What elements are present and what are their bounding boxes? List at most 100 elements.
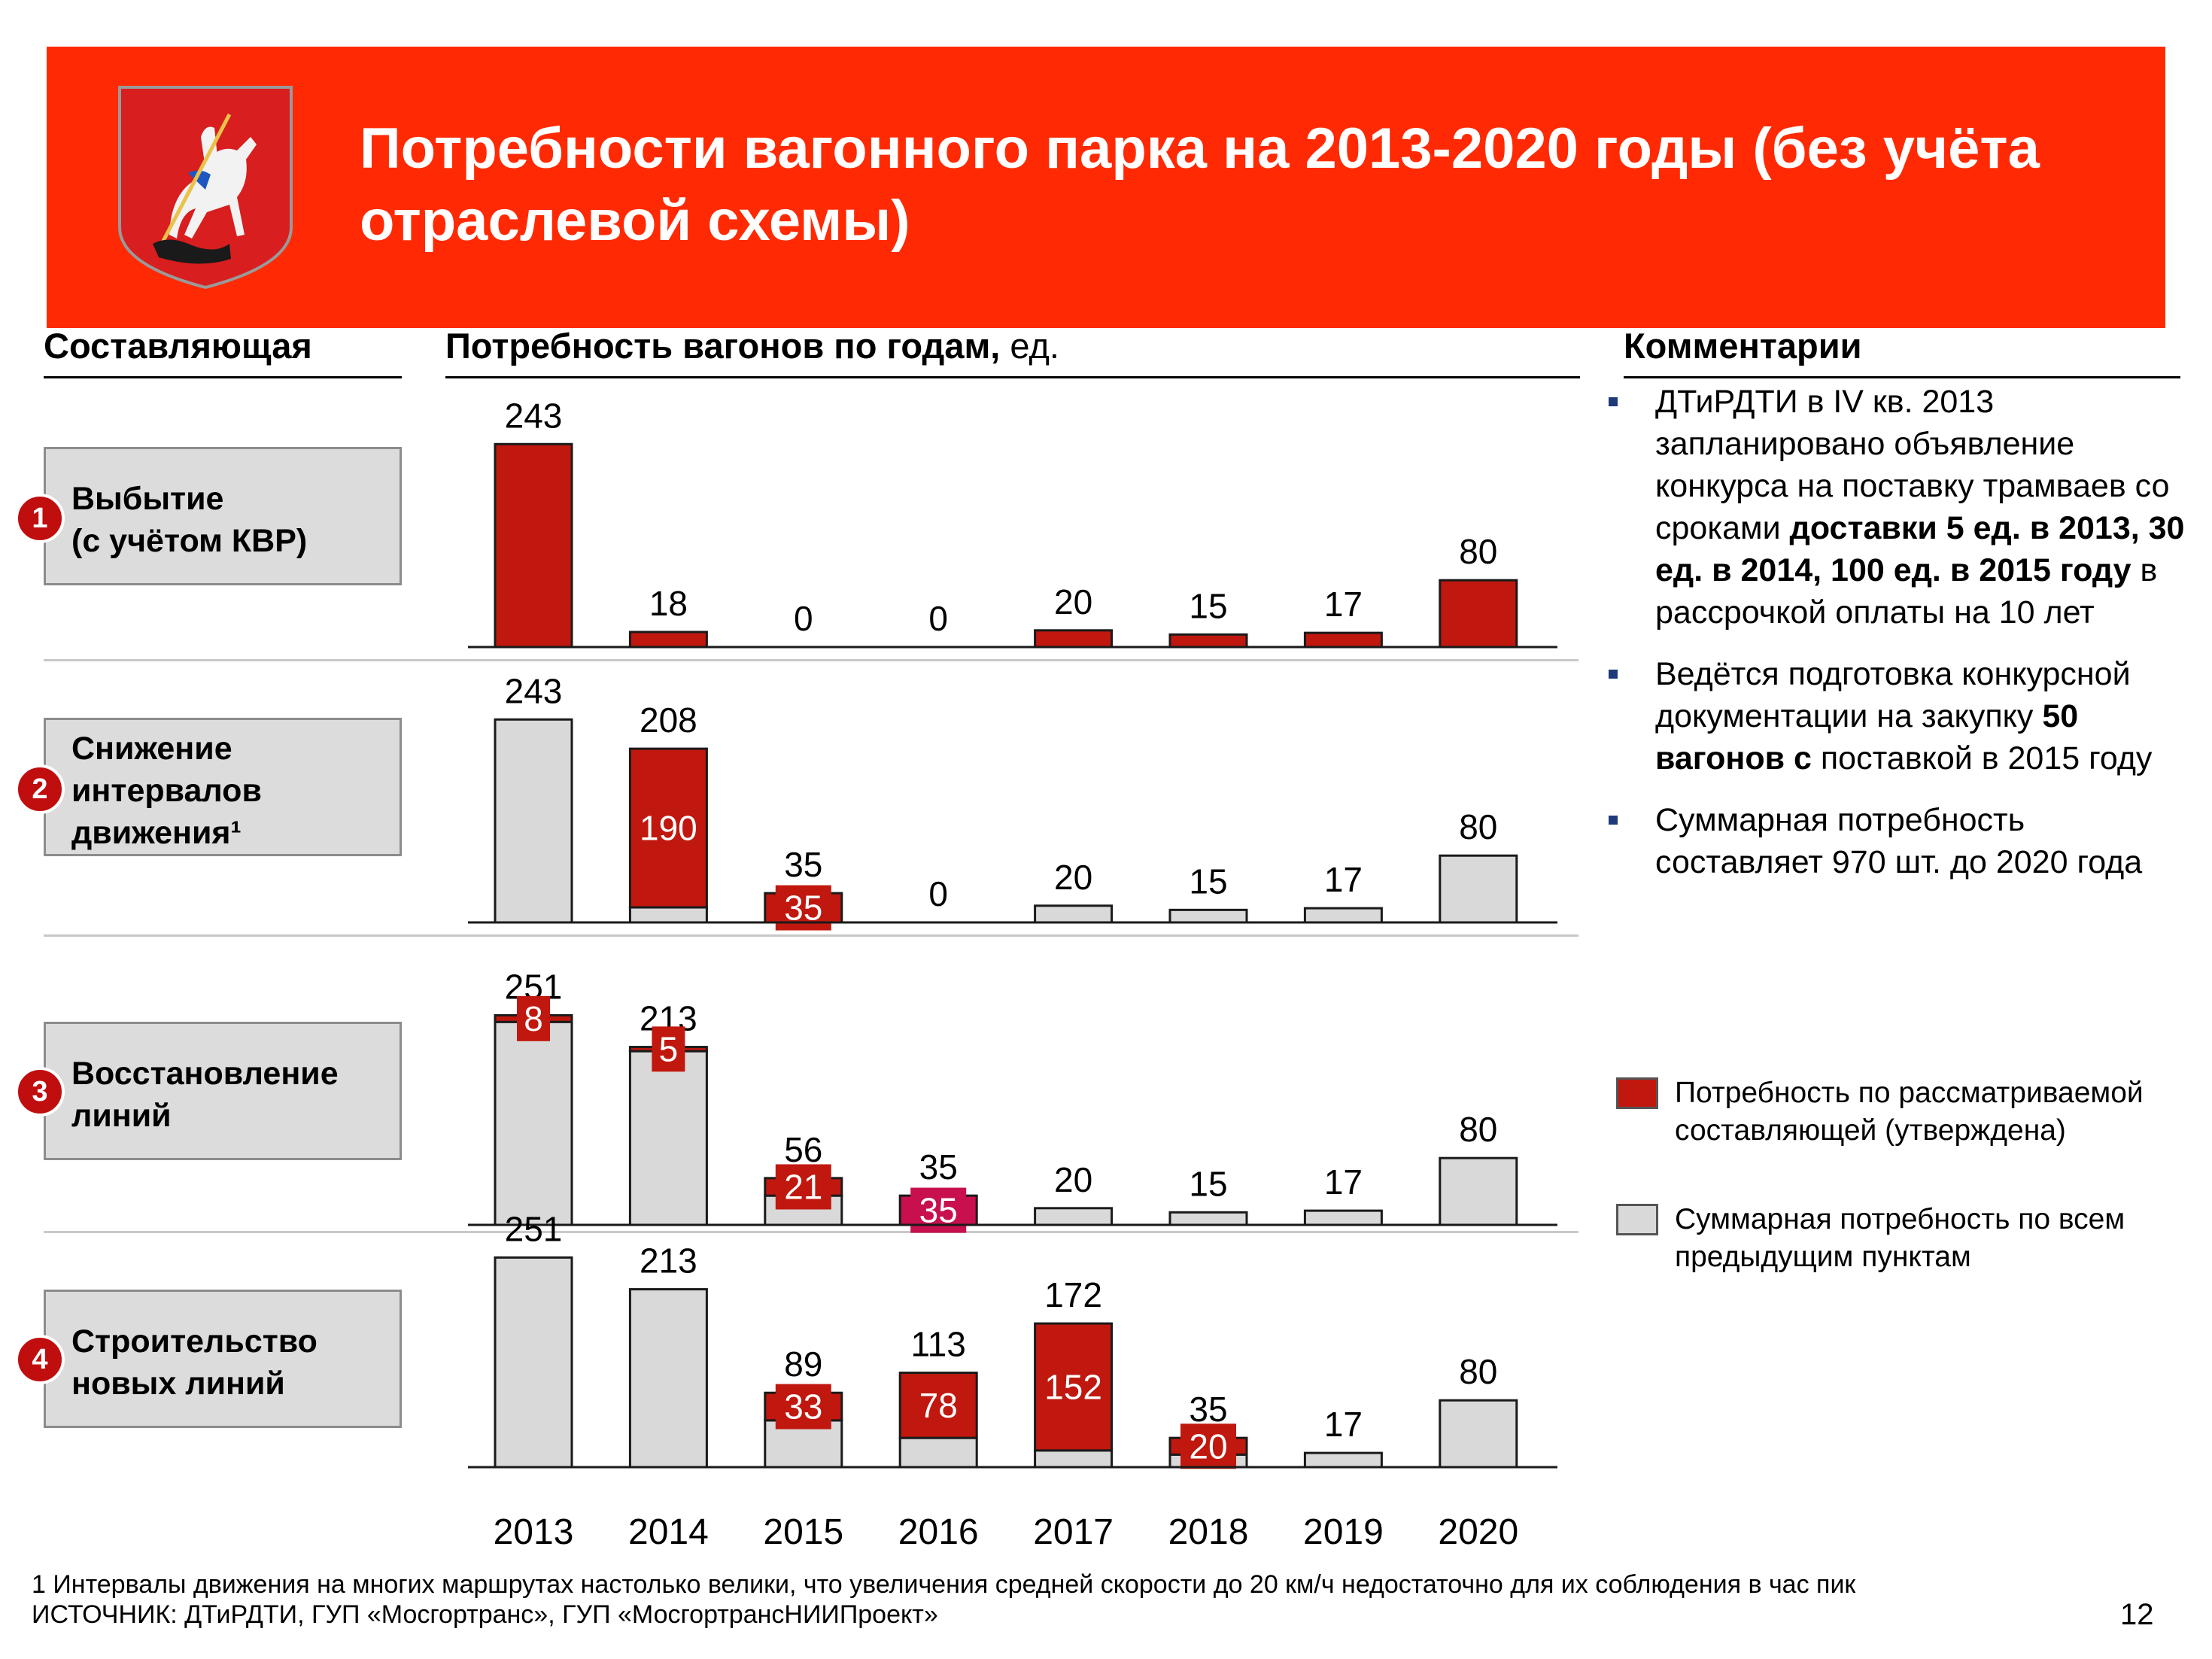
bar-inner-label: 33 [784,1387,822,1427]
column-header-need: Потребность вагонов по годам, ед. [445,325,1059,367]
column-header-component: Составляющая [44,325,312,367]
bar-total-label: 80 [1459,807,1497,846]
divider [44,376,402,378]
bar-segment-grey [628,906,708,924]
bar-segment-grey [1303,1451,1383,1469]
bar-total-label: 172 [1044,1275,1102,1314]
bar-segment-grey [494,718,573,924]
component-number-3: 3 [15,1067,65,1117]
bar-segment-grey [494,1020,573,1226]
x-tick-label: 2015 [763,1512,843,1552]
bar-inner-label: 190 [640,809,697,848]
comment-text: Суммарная потребность составляет 970 шт.… [1655,802,2143,880]
column-header-comments: Комментарии [1624,325,1862,367]
bar-segment-grey [628,1050,708,1226]
bar-total-label: 113 [911,1325,966,1364]
x-tick-label: 2018 [1168,1512,1249,1552]
bar-segment-grey [1034,1449,1114,1469]
column-header-need-unit: ед. [1000,326,1059,366]
bar-total-label: 0 [928,599,948,638]
bar-segment-grey [1168,908,1248,924]
bar-total-label: 18 [649,584,688,623]
x-tick-label: 2019 [1303,1512,1384,1552]
bar-inner-label: 35 [784,889,822,928]
row-separator [44,659,1578,661]
bar-total-label: 80 [1459,1110,1497,1149]
page-title: Потребности вагонного парка на 2013-2020… [360,117,2040,253]
bar-inner-label-bg [775,1384,831,1430]
bar-total-label: 213 [640,1241,697,1281]
bar-segment-grey [898,1436,978,1469]
comments-panel: ДТиРДТИ в IV кв. 2013 запланировано объя… [1606,381,2185,903]
bar-segment-red [1303,631,1383,649]
component-number-4: 4 [15,1335,65,1384]
legend-label-red: Потребность по рассматриваемой составляю… [1675,1077,2144,1147]
bar-segment-red [494,442,573,649]
column-header-need-bold: Потребность вагонов по годам, [445,326,1001,366]
bar-segment-grey [1034,1207,1114,1226]
bar-total-label: 89 [784,1345,822,1384]
column-header-component-text: Составляющая [44,326,312,366]
comment-text: поставкой в 2015 году [1811,740,2153,776]
bar-segment-red [1439,579,1518,649]
comment-item: Ведётся подготовка конкурсной документац… [1606,653,2185,779]
bar-segment-grey [1303,1209,1383,1226]
source-line: ИСТОЧНИК: ДТиРДТИ, ГУП «Мосгортранс», ГУ… [32,1600,938,1629]
bar-total-label: 15 [1189,861,1227,901]
bar-inner-label: 5 [659,1029,679,1068]
bar-inner-label: 8 [524,999,543,1038]
legend-swatch-grey [1616,1204,1658,1235]
bar-segment-grey [628,1288,708,1469]
bar-total-label: 20 [1054,582,1092,621]
component-number-1: 1 [15,494,65,543]
bar-total-label: 15 [1189,1164,1227,1203]
bar-inner-label: 20 [1189,1427,1227,1466]
comment-text-bold: доставки 5 ед. в 2013, 30 ед. в 2014, 10… [1655,510,2185,588]
component-label-4: Строительство новых линий [71,1323,318,1402]
comment-text-bold: 50 вагонов с [1655,698,2079,776]
bar-segment-red [1034,629,1114,649]
comment-item: Суммарная потребность составляет 970 шт.… [1606,799,2185,883]
component-box-2: Снижение интервалов движения¹ [44,718,402,856]
component-box-3: Восстановление линий [44,1022,402,1160]
bar-total-label: 35 [784,845,822,884]
bar-inner-label: 152 [1044,1367,1102,1406]
bar-total-label: 80 [1459,1352,1497,1391]
x-tick-label: 2016 [898,1512,979,1552]
component-label-1: Выбытие (с учётом КВР) [71,481,308,559]
footnote: 1 Интервалы движения на многих маршрутах… [32,1569,1855,1630]
bar-total-label: 0 [794,599,813,638]
bar-total-label: 17 [1324,860,1363,899]
bar-total-label: 80 [1459,532,1497,571]
bar-inner-label-bg [517,995,550,1041]
bar-inner-label-bg [1180,1424,1236,1469]
x-tick-label: 2020 [1438,1512,1518,1552]
bar-segment-red [628,747,708,909]
bar-total-label: 243 [505,671,563,710]
comment-item: ДТиРДТИ в IV кв. 2013 запланировано объя… [1606,381,2185,634]
x-tick-label: 2014 [628,1512,709,1552]
bar-total-label: 17 [1324,1162,1363,1202]
legend-swatch-red [1616,1077,1658,1109]
bar-segment-grey [1168,1211,1248,1226]
legend-label-grey: Суммарная потребность по всем предыдущим… [1675,1203,2125,1273]
bar-total-label: 243 [505,396,563,435]
bar-total-label: 56 [784,1130,822,1169]
comment-text: ДТиРДТИ в IV кв. 2013 запланировано объя… [1655,384,2170,546]
bar-segment-grey [1439,1399,1518,1469]
bar-total-label: 35 [1189,1390,1227,1429]
bar-segment-grey [1439,854,1518,924]
bar-total-label: 251 [505,1209,563,1248]
divider [1624,376,2180,378]
bar-total-label: 20 [1054,1160,1092,1199]
bar-total-label: 35 [919,1147,958,1187]
component-number-2: 2 [15,764,65,814]
row-separator [44,1231,1578,1233]
divider [445,376,1580,378]
bar-total-label: 20 [1054,858,1092,897]
row-separator [44,934,1578,937]
comment-text: в рассрочкой оплаты на 10 лет [1655,552,2158,630]
x-tick-label: 2017 [1033,1512,1114,1552]
moscow-coat-of-arms-icon [118,86,293,290]
